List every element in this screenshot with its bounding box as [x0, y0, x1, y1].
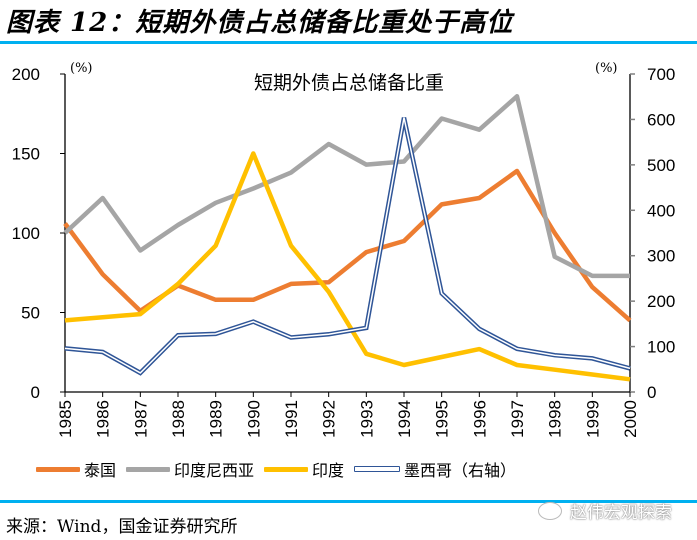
- series-1: [63, 94, 631, 279]
- series-line: [63, 94, 630, 279]
- x-axis-tick-label: 1986: [94, 400, 113, 438]
- right-axis-unit: (%): [595, 61, 618, 76]
- chart-title: 短期外债占总储备比重: [254, 72, 444, 94]
- right-axis-tick-label: 700: [647, 65, 675, 84]
- series-2: [64, 151, 631, 382]
- legend-label-india: 印度: [312, 461, 345, 480]
- legend-swatch-indonesia: [126, 466, 171, 472]
- x-axis-tick-label: 1985: [56, 400, 75, 438]
- right-axis-tick-label: 100: [647, 338, 675, 357]
- x-axis-tick-label: 1990: [244, 400, 263, 438]
- wechat-icon: [538, 501, 562, 520]
- x-axis-tick-label: 1991: [282, 400, 301, 438]
- left-axis-tick-label: 150: [12, 145, 40, 164]
- x-axis-tick-label: 1987: [131, 400, 150, 438]
- left-axis-tick-label: 200: [12, 65, 40, 84]
- legend: 泰国 印度尼西亚 印度 墨西哥（右轴）: [36, 457, 526, 481]
- watermark: 赵伟宏观探索: [538, 498, 672, 523]
- right-axis-tick-label: 0: [647, 383, 656, 402]
- left-axis-tick-label: 100: [12, 224, 40, 243]
- x-axis-tick-label: 1998: [546, 400, 565, 438]
- figure-title: 图表 12：短期外债占总储备比重处于高位: [6, 8, 514, 38]
- watermark-text: 赵伟宏观探索: [570, 503, 672, 522]
- x-axis-tick-label: 1997: [508, 400, 527, 438]
- series-group: [63, 94, 632, 382]
- legend-item-thailand: 泰国: [36, 457, 116, 481]
- legend-label-thailand: 泰国: [84, 461, 117, 480]
- series-line: [64, 151, 631, 382]
- x-axis-tick-label: 1994: [395, 400, 414, 438]
- legend-swatch-india: [264, 466, 309, 472]
- footer-rule: [0, 500, 697, 503]
- right-axis-tick-label: 600: [647, 110, 675, 129]
- x-axis-tick-label: 1999: [583, 400, 602, 438]
- right-axis-tick-label: 400: [647, 201, 675, 220]
- legend-label-indonesia: 印度尼西亚: [174, 461, 255, 480]
- x-axis-tick-label: 1995: [433, 400, 452, 438]
- series-3: [64, 117, 631, 376]
- x-axis-tick-label: 2000: [621, 400, 640, 438]
- left-axis-tick-label: 50: [21, 304, 40, 323]
- left-axis-unit: (%): [70, 61, 93, 76]
- right-axis-tick-label: 500: [647, 156, 675, 175]
- left-axis-tick-label: 0: [31, 383, 40, 402]
- x-axis-tick-label: 1988: [169, 400, 188, 438]
- legend-item-mexico: 墨西哥（右轴）: [354, 457, 516, 481]
- legend-swatch-mexico: [354, 466, 401, 472]
- x-axis-tick-label: 1993: [357, 400, 376, 438]
- legend-item-indonesia: 印度尼西亚: [126, 457, 254, 481]
- legend-label-mexico: 墨西哥（右轴）: [404, 461, 517, 480]
- legend-item-india: 印度: [264, 457, 344, 481]
- x-axis-tick-label: 1996: [470, 400, 489, 438]
- x-axis-tick-label: 1992: [320, 400, 339, 438]
- source-note: 来源：Wind，国金证券研究所: [6, 517, 238, 537]
- right-axis-tick-label: 200: [647, 292, 675, 311]
- right-axis-tick-label: 300: [647, 247, 675, 266]
- x-axis-tick-label: 1989: [207, 400, 226, 438]
- legend-swatch-thailand: [36, 466, 80, 472]
- series-line-inner: [64, 117, 631, 374]
- header-rule: [0, 41, 697, 44]
